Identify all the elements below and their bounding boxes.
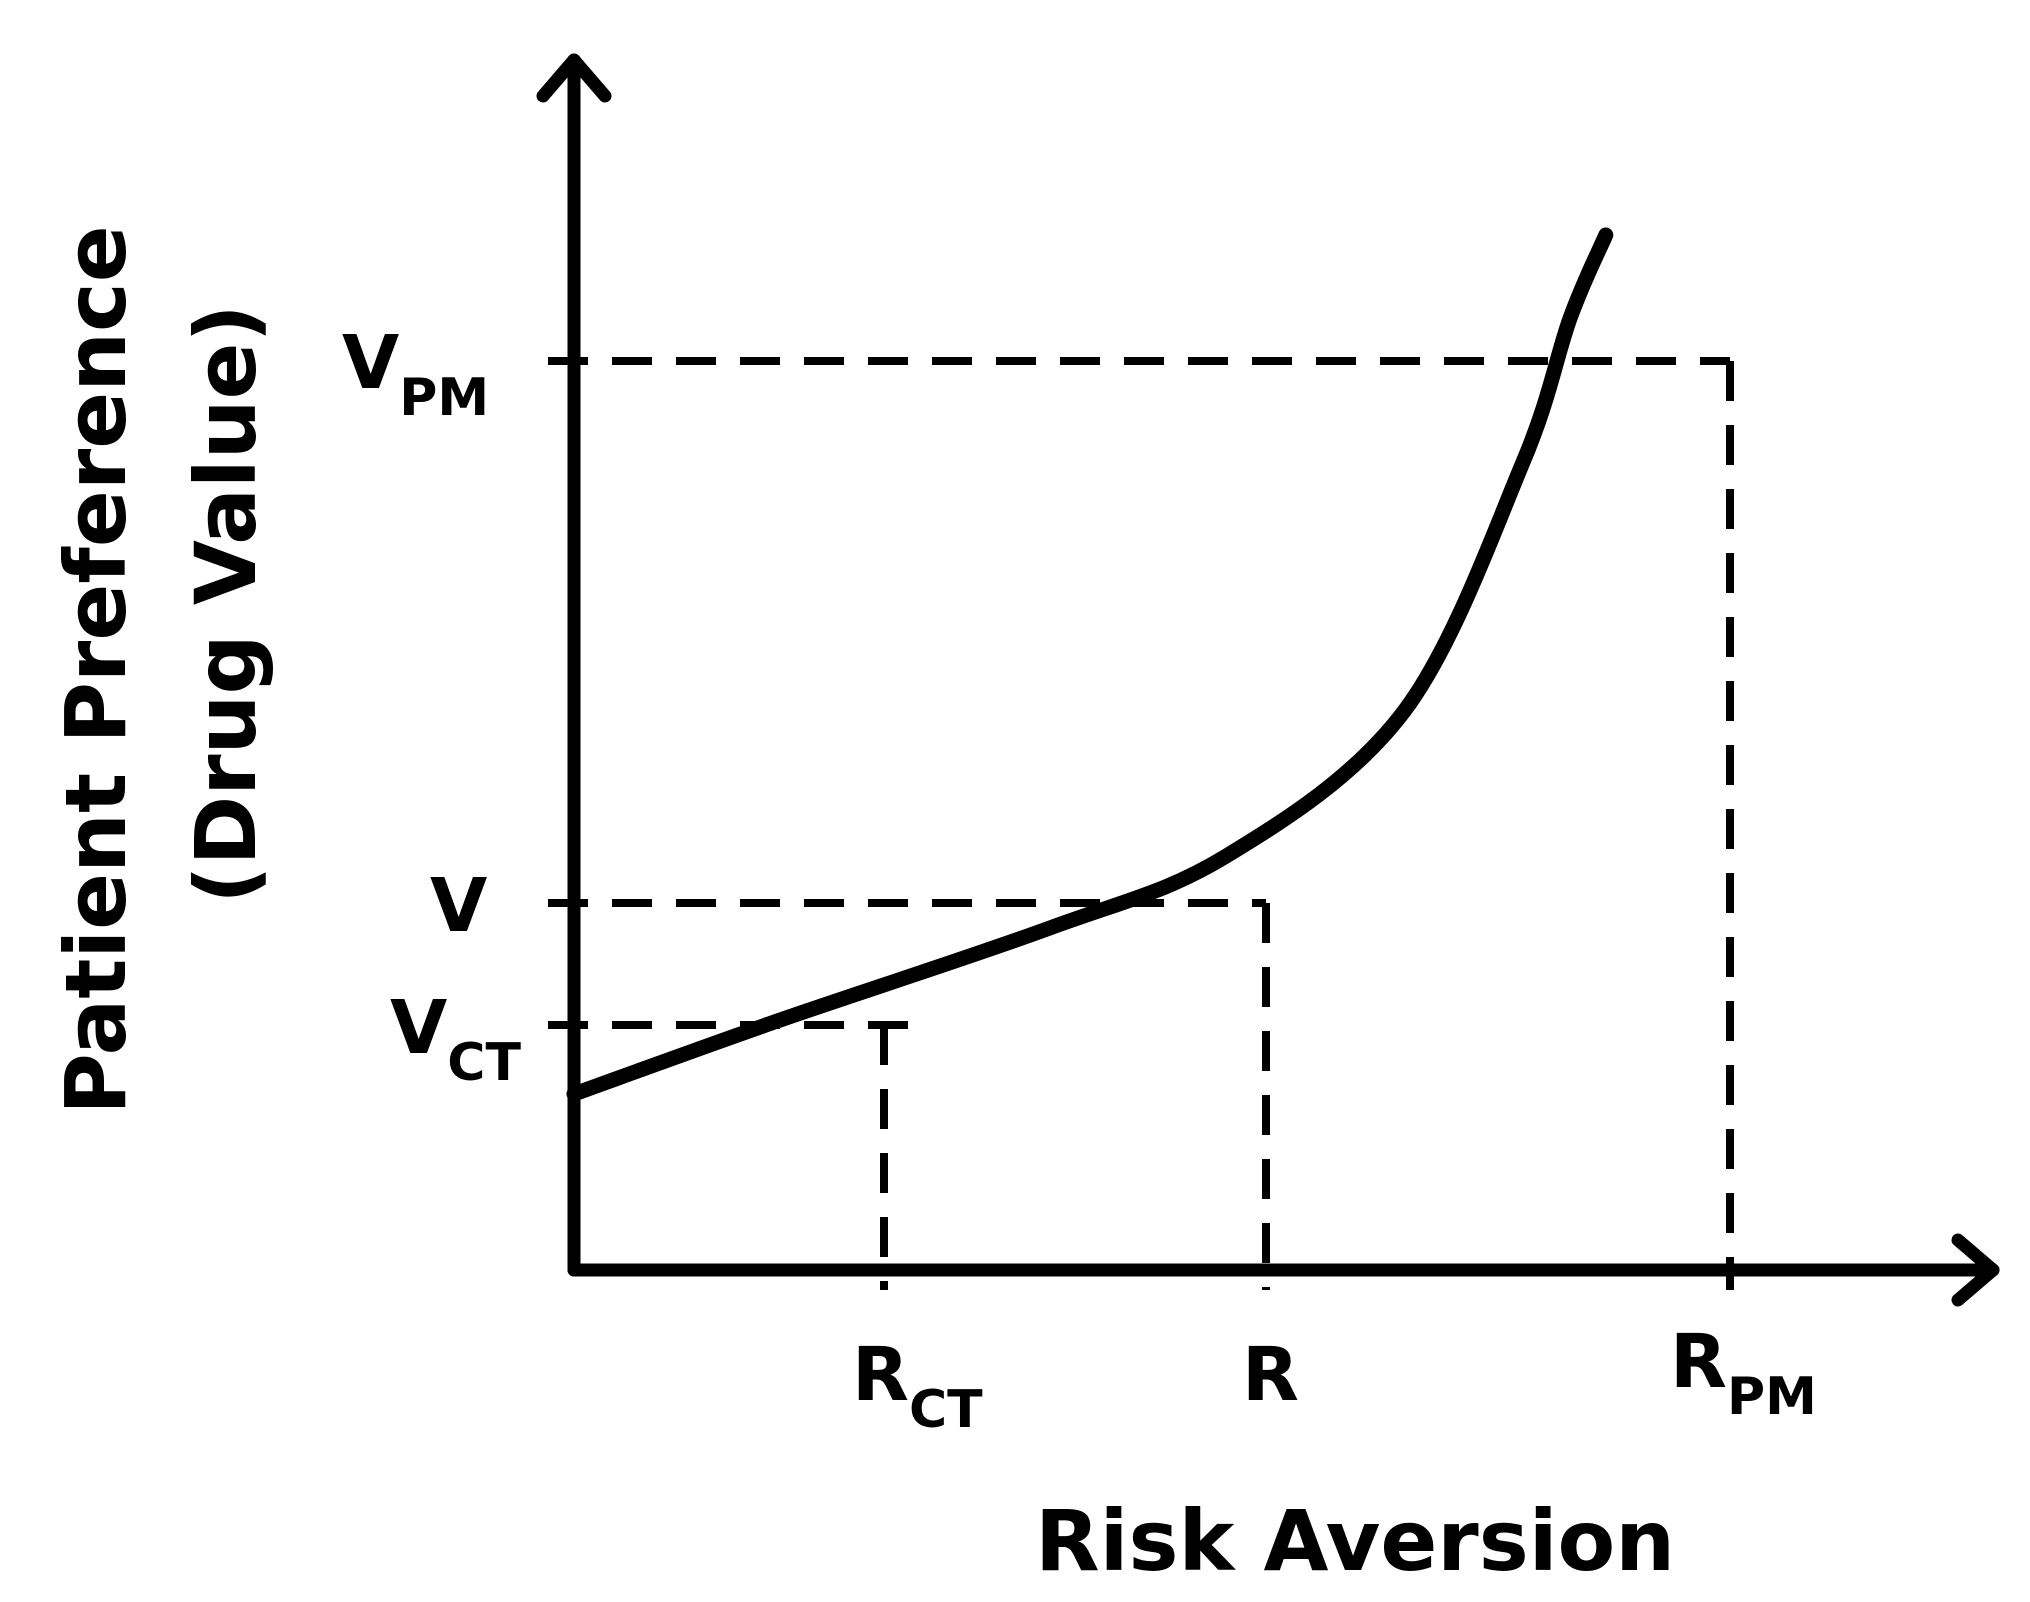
label-r: R (1242, 1332, 1299, 1418)
y-axis-title-line2: (Drug Value) (177, 304, 275, 904)
label-r-ct-main: R (852, 1332, 909, 1418)
label-v-ct-main: V (390, 985, 447, 1071)
label-r-pm-sub: PM (1727, 1367, 1817, 1427)
label-v-ct-sub: CT (447, 1033, 521, 1093)
x-axis-arrowhead (1951, 1233, 2000, 1307)
label-r-main: R (1242, 1332, 1299, 1418)
x-axis-title: Risk Aversion (1035, 1492, 1675, 1590)
label-r-ct-sub: CT (909, 1380, 983, 1440)
label-r-ct: RCT (852, 1332, 983, 1440)
preference-curve (566, 227, 1614, 1102)
y-axis-title-line1: Patient Preference (47, 225, 145, 1115)
y-axis-arrowhead (536, 53, 612, 103)
label-v-pm: VPM (342, 320, 489, 428)
label-v: V (430, 863, 487, 949)
label-v-ct: VCT (390, 985, 521, 1093)
label-v-pm-main: V (342, 320, 399, 406)
label-r-pm: RPM (1670, 1319, 1817, 1427)
label-v-pm-sub: PM (399, 368, 489, 428)
label-r-pm-main: R (1670, 1319, 1727, 1405)
label-v-main: V (430, 863, 487, 949)
